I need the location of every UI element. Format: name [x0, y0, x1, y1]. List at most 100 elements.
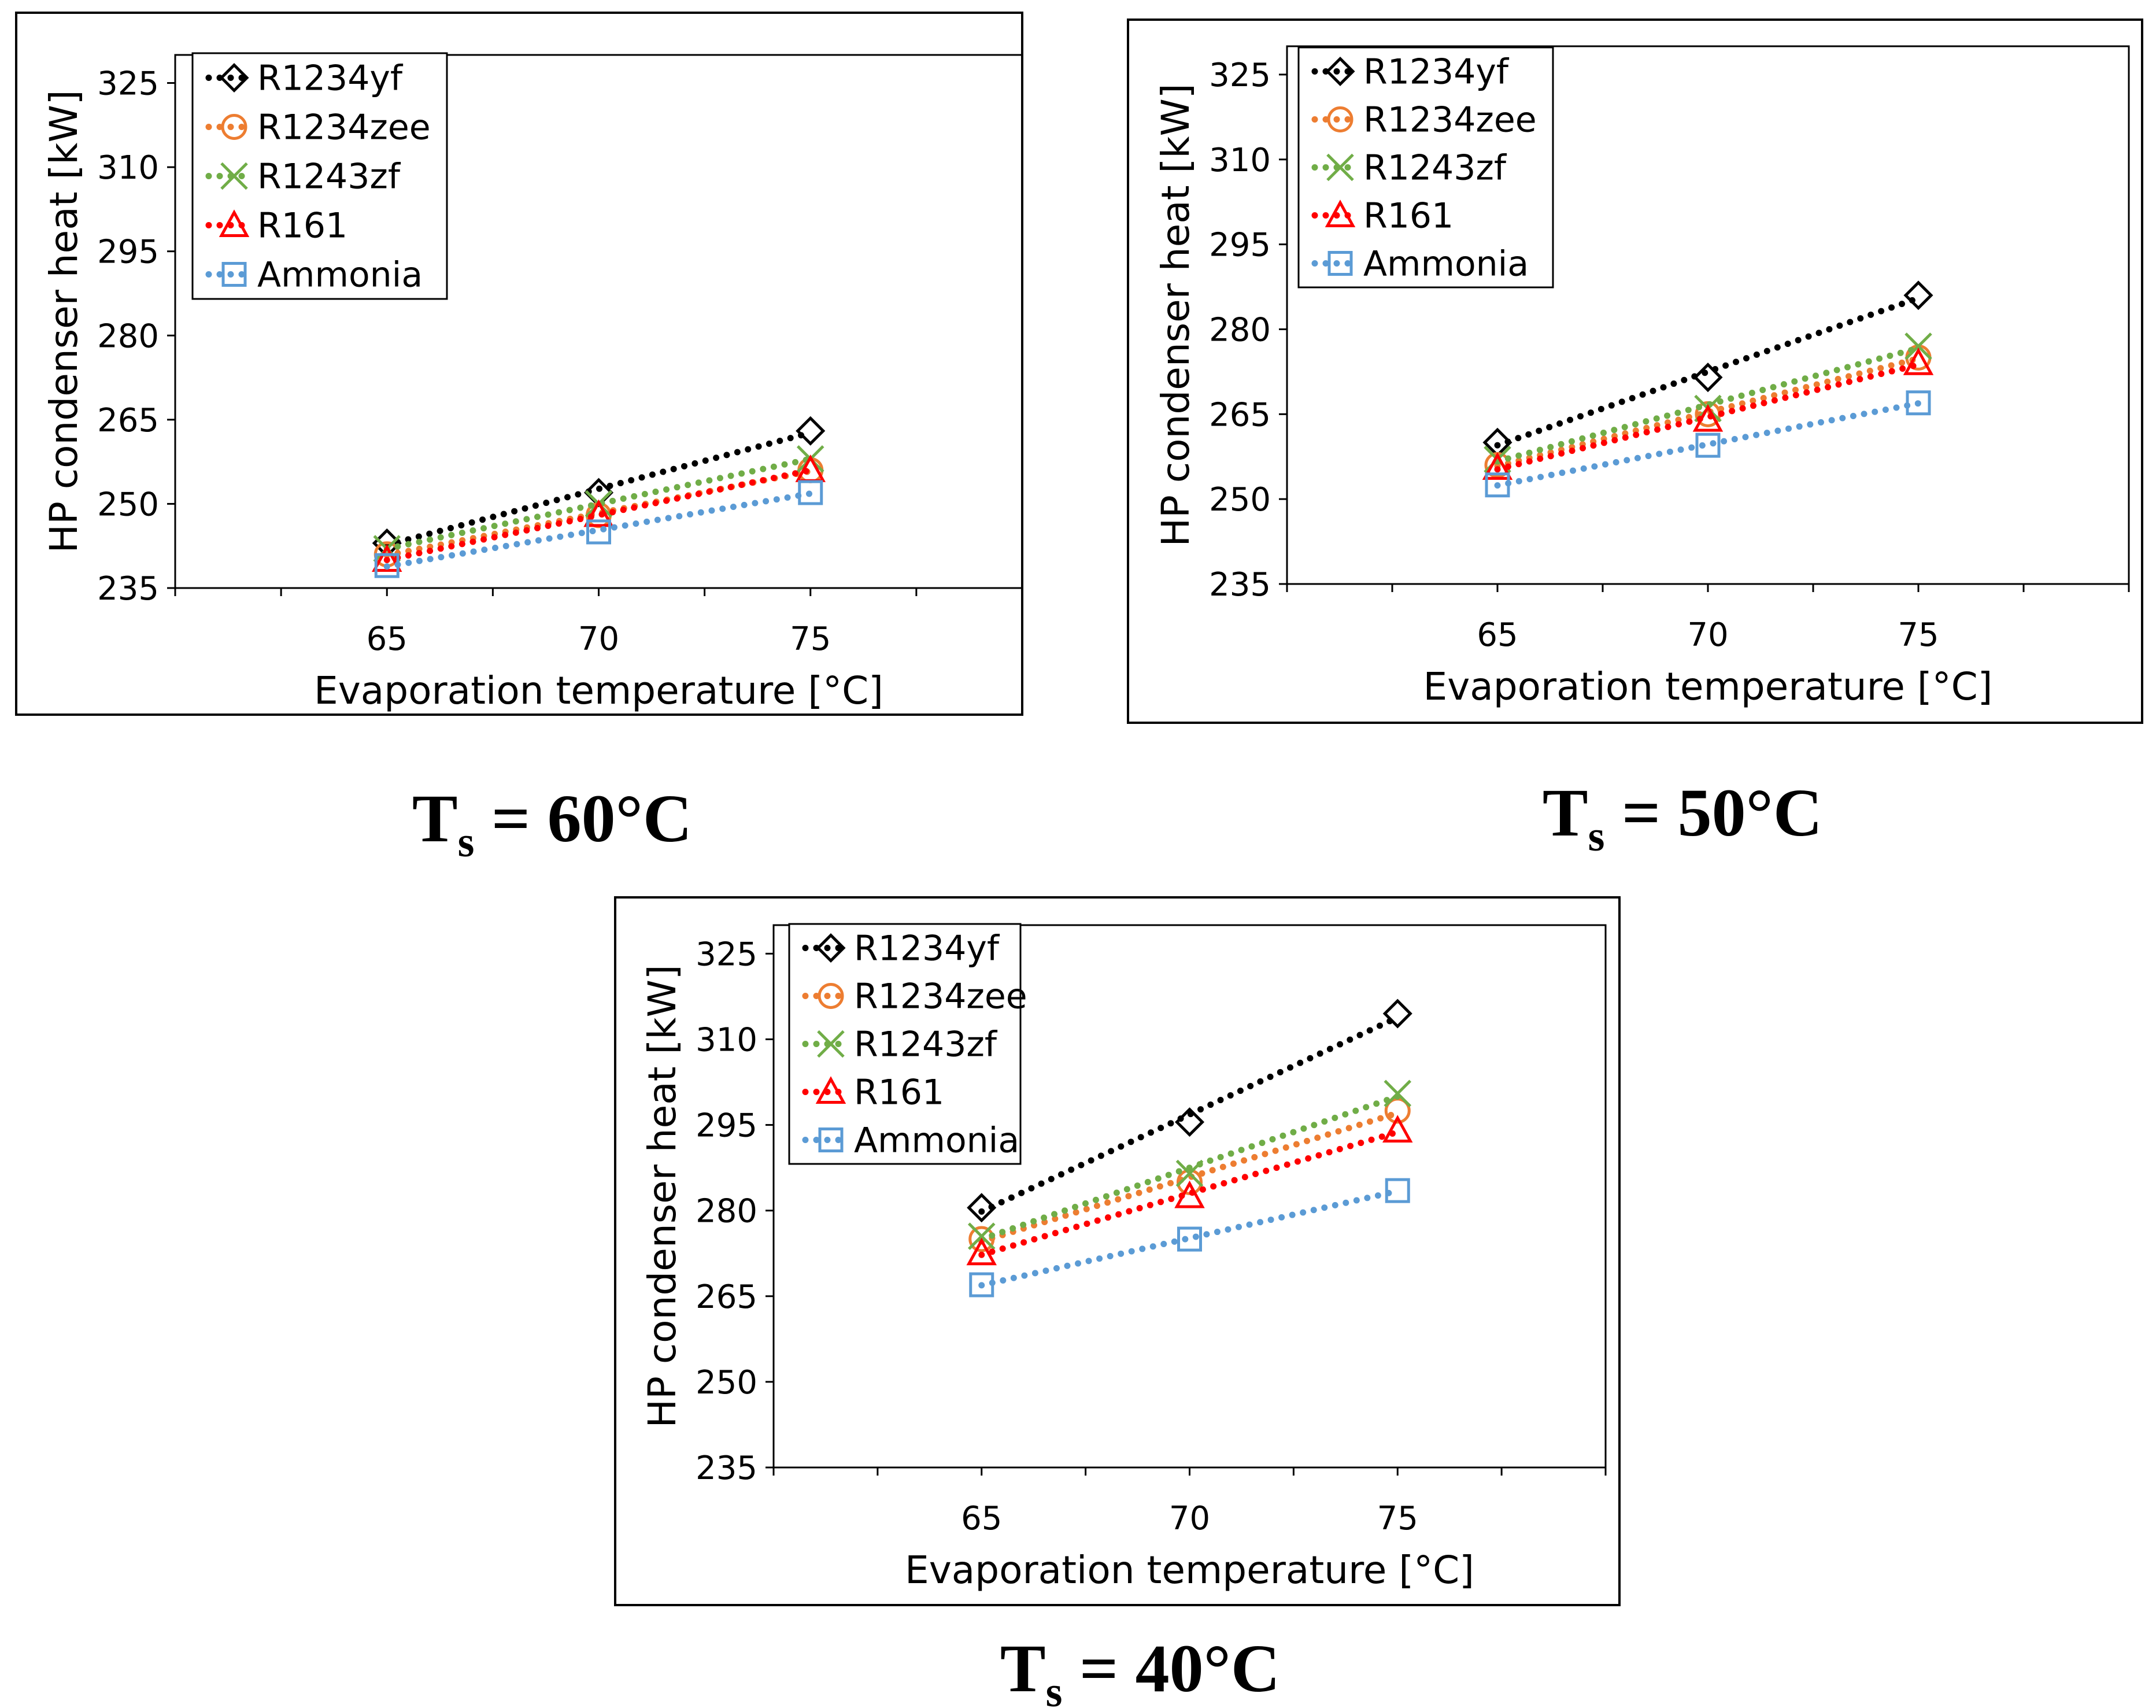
- legend-marker-r1234yf: [219, 62, 249, 93]
- legend-marker-r1243zf: [817, 1030, 845, 1058]
- point-r1234yf: [1693, 363, 1723, 393]
- legend-marker-r1234zee: [221, 114, 247, 140]
- y-tick-label: 250: [1209, 481, 1271, 519]
- chart-panel-1: 235 250 265 280 295 310 325 65 70 75 Evaporation t…: [15, 12, 1023, 866]
- chart-panel-3: 235 250 265 280 295 310 325 65 70 75 Evaporation t…: [614, 896, 1621, 1708]
- point-r1234yf: [1903, 280, 1933, 310]
- trendline-r161: [1494, 361, 1922, 473]
- point-ammonia: [798, 480, 823, 505]
- y-tick-label: 235: [97, 570, 159, 608]
- chart-panel-2: 235 250 265 280 295 310 325 65 70 75 Evaporation t…: [1127, 19, 2143, 860]
- legend-marker-r1234yf: [1325, 56, 1355, 87]
- point-r1234zee: [968, 1226, 995, 1252]
- y-tick-label: 310: [97, 149, 159, 187]
- legend-label: R1234zee: [257, 108, 431, 148]
- point-r1243zf: [967, 1222, 996, 1250]
- legend-label: R161: [854, 1073, 944, 1113]
- legend-marker-ammonia: [818, 1127, 844, 1152]
- legend-marker-r1243zf: [1326, 153, 1354, 182]
- legend-label: R1234zee: [854, 977, 1027, 1017]
- point-r1234yf: [1382, 999, 1412, 1029]
- point-r1243zf: [1384, 1079, 1412, 1108]
- y-tick-label: 325: [696, 936, 757, 973]
- chart-frame: [15, 12, 1023, 716]
- x-tick-label: 65: [1477, 616, 1518, 654]
- point-r161: [1174, 1180, 1205, 1208]
- trendline-r1243zf: [978, 1093, 1401, 1243]
- x-tick-label: 70: [578, 620, 619, 658]
- y-tick-label: 325: [1209, 57, 1271, 94]
- x-tick-label: 70: [1687, 616, 1728, 654]
- point-ammonia: [374, 553, 400, 578]
- x-tick-label: 75: [1377, 1500, 1418, 1537]
- y-tick-label: 280: [97, 317, 159, 355]
- y-tick-label: 280: [1209, 311, 1271, 349]
- x-axis-label: Evaporation temperature [°C]: [314, 668, 883, 713]
- trendline-r1234zee: [1494, 355, 1922, 469]
- point-ammonia: [1906, 390, 1931, 416]
- y-axis-label: HP condenser heat [kW]: [1153, 83, 1198, 546]
- point-r161: [1692, 404, 1724, 432]
- legend-label: R1243zf: [257, 157, 401, 197]
- legend-label: R161: [1363, 196, 1454, 236]
- y-tick-label: 265: [97, 402, 159, 439]
- point-r161: [583, 499, 614, 527]
- point-r161: [1382, 1115, 1413, 1143]
- y-tick-label: 295: [1209, 227, 1271, 264]
- trendline-r1234yf: [978, 1014, 1401, 1215]
- y-tick-label: 265: [1209, 396, 1271, 434]
- legend-marker-r161: [815, 1076, 846, 1104]
- y-tick-label: 280: [696, 1193, 757, 1230]
- legend-label: Ammonia: [1363, 244, 1529, 284]
- x-tick-label: 65: [961, 1500, 1002, 1537]
- y-tick-label: 325: [97, 65, 159, 103]
- legend-label: R1234yf: [1363, 52, 1510, 93]
- y-tick-label: 295: [97, 234, 159, 271]
- trendline-r1243zf: [383, 456, 814, 552]
- y-tick-label: 295: [696, 1107, 757, 1145]
- y-tick-label: 235: [696, 1450, 757, 1487]
- y-tick-label: 310: [1209, 142, 1271, 179]
- point-ammonia: [1485, 472, 1510, 498]
- point-ammonia: [1177, 1226, 1202, 1252]
- panel-caption: Ts = 50°C: [1543, 775, 1822, 860]
- panel-caption: Ts = 60°C: [412, 781, 692, 866]
- legend-marker-ammonia: [221, 262, 247, 287]
- legend-marker-ammonia: [1327, 251, 1353, 276]
- legend-label: R1234zee: [1363, 100, 1537, 141]
- legend-marker-r161: [219, 209, 250, 237]
- trendline-r1234zee: [978, 1110, 1401, 1245]
- legend-marker-r1234zee: [818, 983, 844, 1009]
- legend-marker-r1234yf: [816, 933, 846, 963]
- point-r1234yf: [1174, 1107, 1205, 1137]
- point-r1234yf: [796, 416, 826, 446]
- point-ammonia: [969, 1272, 994, 1297]
- legend-label: R161: [257, 206, 347, 246]
- legend-marker-r1234zee: [1327, 106, 1353, 132]
- point-ammonia: [586, 519, 611, 545]
- point-r161: [1482, 452, 1513, 480]
- trendline-r1234yf: [1494, 295, 1922, 449]
- point-r1243zf: [1904, 332, 1932, 360]
- y-tick-label: 265: [696, 1278, 757, 1316]
- y-tick-label: 310: [696, 1021, 757, 1059]
- legend-label: R1234yf: [854, 929, 1000, 969]
- x-axis-label: Evaporation temperature [°C]: [905, 1548, 1474, 1592]
- x-tick-label: 65: [367, 620, 408, 658]
- legend-marker-r161: [1325, 199, 1356, 227]
- trendline-r161: [978, 1129, 1401, 1258]
- chart-frame: [614, 896, 1621, 1606]
- point-ammonia: [1695, 432, 1721, 458]
- trendline-r1234yf: [383, 429, 814, 549]
- point-r161: [372, 544, 402, 572]
- legend: R1234yf R1234zee R1243zf R161 Ammonia: [1297, 46, 1554, 289]
- x-tick-label: 70: [1169, 1500, 1210, 1537]
- legend-label: Ammonia: [257, 255, 423, 295]
- x-tick-label: 75: [790, 620, 831, 658]
- y-tick-label: 250: [97, 486, 159, 523]
- y-axis-label: HP condenser heat [kW]: [42, 90, 86, 553]
- point-ammonia: [1385, 1178, 1410, 1203]
- point-r161: [1903, 347, 1934, 375]
- point-r1243zf: [1175, 1159, 1204, 1188]
- legend: R1234yf R1234zee R1243zf R161 Ammonia: [788, 923, 1027, 1165]
